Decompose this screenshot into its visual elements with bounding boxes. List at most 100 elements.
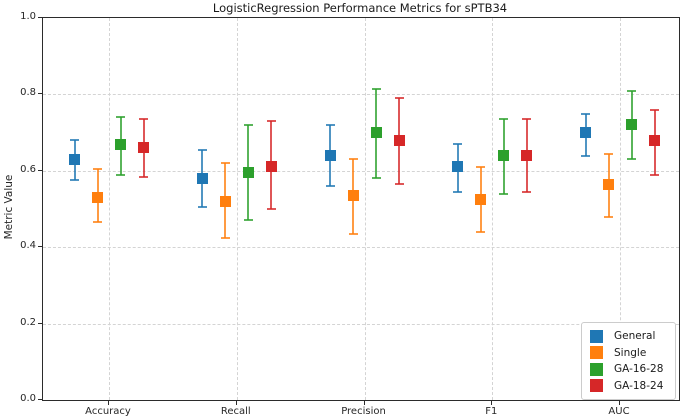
x-axis-tick bbox=[108, 401, 109, 405]
data-point-marker bbox=[521, 150, 533, 162]
error-bar-cap-bottom bbox=[93, 221, 102, 224]
legend-label: Single bbox=[614, 346, 647, 359]
error-bar-cap-bottom bbox=[627, 158, 636, 161]
y-axis-tick bbox=[38, 399, 42, 400]
error-bar-cap-bottom bbox=[453, 190, 463, 193]
y-tick-label: 0.8 bbox=[20, 87, 36, 99]
error-bar-cap-top bbox=[139, 118, 148, 121]
error-bar-cap-bottom bbox=[266, 208, 276, 210]
data-point-marker bbox=[475, 193, 487, 205]
error-bar-cap-top bbox=[476, 165, 486, 168]
legend-swatch bbox=[590, 362, 603, 376]
error-bar-cap-bottom bbox=[371, 177, 381, 180]
error-bar-cap-top bbox=[348, 158, 358, 161]
y-axis-title: Metric Value bbox=[3, 174, 15, 240]
y-axis-tick bbox=[38, 17, 42, 18]
y-axis-tick bbox=[38, 93, 42, 95]
data-point-marker bbox=[603, 178, 614, 190]
error-bar-cap-bottom bbox=[220, 236, 230, 239]
data-point-marker bbox=[370, 127, 382, 139]
error-bar-cap-top bbox=[499, 118, 509, 121]
error-bar-cap-bottom bbox=[650, 173, 659, 176]
data-point-marker bbox=[92, 192, 103, 204]
legend-label: GA-16-28 bbox=[614, 363, 664, 376]
error-bar-cap-top bbox=[116, 116, 125, 119]
legend-item: GA-18-24 bbox=[590, 378, 666, 395]
error-bar-cap-bottom bbox=[139, 175, 148, 178]
error-bar-cap-top bbox=[627, 89, 636, 92]
gridline-vertical bbox=[364, 18, 366, 400]
x-tick-label: F1 bbox=[485, 406, 498, 417]
plot-area bbox=[42, 17, 680, 401]
data-point-marker bbox=[626, 119, 637, 131]
error-bar-cap-bottom bbox=[325, 185, 335, 188]
gridline-horizontal bbox=[43, 323, 679, 325]
error-bar-cap-top bbox=[650, 108, 659, 111]
legend-swatch bbox=[590, 346, 603, 360]
error-bar-cap-bottom bbox=[522, 190, 532, 193]
data-point-marker bbox=[580, 127, 591, 139]
data-point-marker bbox=[393, 134, 405, 146]
legend-item: Single bbox=[590, 345, 666, 362]
x-axis-tick bbox=[235, 401, 237, 405]
legend-item: General bbox=[590, 328, 666, 345]
y-tick-label: 1.0 bbox=[20, 11, 36, 22]
error-bar-cap-top bbox=[243, 123, 253, 126]
error-bar-cap-top bbox=[220, 162, 230, 165]
y-tick-label: 0.0 bbox=[20, 393, 36, 404]
legend-item: GA-16-28 bbox=[590, 361, 666, 378]
data-point-marker bbox=[242, 167, 254, 179]
error-bar-cap-bottom bbox=[70, 179, 79, 182]
data-point-marker bbox=[69, 153, 80, 165]
legend-swatch bbox=[590, 329, 603, 343]
data-point-marker bbox=[265, 161, 277, 173]
legend-label: GA-18-24 bbox=[614, 379, 664, 392]
error-bar-cap-bottom bbox=[348, 232, 358, 235]
y-tick-label: 0.2 bbox=[20, 316, 36, 328]
error-bar-cap-bottom bbox=[394, 183, 404, 186]
x-tick-label: Recall bbox=[220, 406, 251, 417]
gridline-vertical bbox=[620, 18, 621, 400]
error-bar-cap-top bbox=[93, 167, 102, 170]
error-bar-cap-top bbox=[604, 152, 613, 155]
y-axis-tick bbox=[38, 169, 42, 171]
legend-label: General bbox=[614, 330, 656, 343]
error-bar-cap-top bbox=[197, 148, 207, 151]
y-axis-tick bbox=[38, 322, 42, 324]
gridline-horizontal bbox=[43, 94, 679, 96]
x-axis-tick bbox=[619, 401, 620, 405]
error-bar-cap-bottom bbox=[581, 154, 590, 157]
gridline-horizontal bbox=[43, 247, 679, 249]
y-axis-tick bbox=[38, 246, 42, 248]
data-point-marker bbox=[498, 150, 510, 162]
data-point-marker bbox=[452, 161, 464, 173]
data-point-marker bbox=[219, 195, 231, 207]
error-bar-cap-top bbox=[70, 139, 79, 142]
y-tick-label: 0.4 bbox=[20, 240, 36, 252]
error-bar-cap-top bbox=[453, 143, 463, 146]
error-bar-cap-top bbox=[581, 112, 590, 115]
data-point-marker bbox=[649, 134, 660, 146]
legend: General Single GA-16-28 GA-18-24 bbox=[581, 322, 676, 400]
x-axis-tick bbox=[491, 401, 493, 405]
error-bar-cap-bottom bbox=[116, 173, 125, 176]
error-bar-cap-bottom bbox=[476, 230, 486, 233]
x-axis-tick bbox=[363, 401, 365, 405]
data-point-marker bbox=[347, 190, 359, 202]
x-tick-label: Precision bbox=[341, 406, 386, 417]
chart-title: LogisticRegression Performance Metrics f… bbox=[212, 1, 508, 15]
error-bar-cap-bottom bbox=[197, 206, 207, 209]
error-bar-cap-bottom bbox=[499, 192, 509, 195]
data-point-marker bbox=[196, 172, 208, 184]
legend-swatch bbox=[590, 379, 603, 393]
x-tick-label: AUC bbox=[608, 406, 630, 417]
data-point-marker bbox=[324, 150, 336, 162]
y-tick-label: 0.6 bbox=[20, 163, 36, 175]
data-point-marker bbox=[138, 142, 149, 154]
error-bar-cap-bottom bbox=[604, 215, 613, 218]
error-bar-cap-bottom bbox=[243, 219, 253, 222]
gridline-vertical bbox=[492, 18, 494, 400]
error-bar-cap-top bbox=[266, 120, 276, 123]
x-tick-label: Accuracy bbox=[85, 406, 131, 417]
